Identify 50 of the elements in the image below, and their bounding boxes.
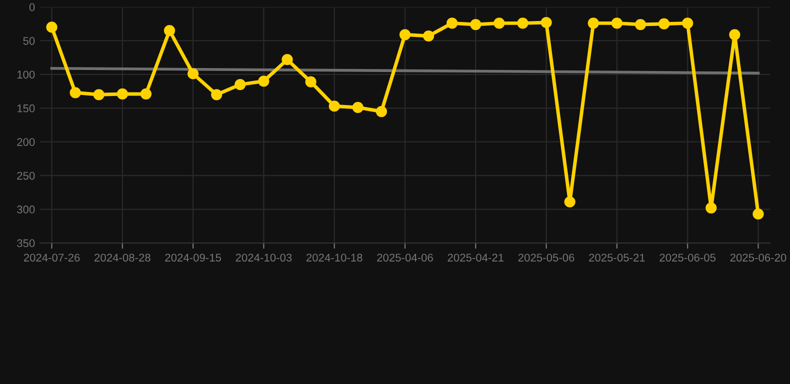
x-tick-label: 2024-09-15 [165, 254, 222, 262]
x-tick-label: 2025-04-06 [377, 254, 433, 262]
point [588, 18, 599, 29]
y-tick-label: 50 [23, 36, 35, 45]
point [706, 202, 717, 214]
point [46, 22, 58, 33]
point [70, 87, 81, 98]
x-tick-label: 2024-10-18 [306, 254, 362, 262]
point [93, 89, 104, 100]
y-tick-label: 100 [17, 70, 35, 79]
y-tick-label: 200 [17, 138, 35, 146]
point [634, 18, 646, 30]
point [422, 30, 434, 42]
point [116, 88, 128, 100]
y-tick-label: 300 [17, 206, 35, 214]
point [470, 18, 482, 30]
x-tick-label: 2024-10-03 [236, 254, 292, 262]
point [494, 18, 505, 29]
x-tick-label: 2025-04-21 [448, 254, 504, 262]
point [564, 196, 576, 208]
y-tick-label: 350 [17, 239, 35, 248]
x-tick-label: 2025-05-06 [518, 254, 574, 262]
point [282, 54, 293, 66]
point [352, 102, 364, 114]
x-tick-label: 2025-06-05 [660, 254, 716, 262]
x-tick-label: 2024-08-28 [94, 254, 150, 262]
point [446, 18, 458, 29]
point [517, 18, 528, 29]
point [729, 29, 740, 40]
point [211, 89, 222, 100]
point [258, 76, 270, 87]
y-tick-label: 0 [29, 3, 35, 12]
point [540, 16, 552, 28]
x-tick-label: 2025-05-21 [589, 254, 645, 262]
point [164, 25, 176, 36]
point [140, 88, 152, 100]
point [234, 78, 246, 90]
point [305, 76, 316, 88]
point [611, 18, 622, 29]
y-tick-label: 250 [17, 172, 35, 180]
x-tick-label: 2025-06-20 [730, 254, 786, 262]
point [399, 29, 411, 40]
y-tick-label: 150 [17, 104, 35, 112]
point [328, 100, 340, 112]
point [658, 18, 670, 30]
x-tick-label: 2024-07-26 [24, 254, 80, 262]
point [682, 18, 694, 29]
point [188, 68, 199, 80]
point [376, 106, 388, 118]
point [752, 208, 764, 220]
